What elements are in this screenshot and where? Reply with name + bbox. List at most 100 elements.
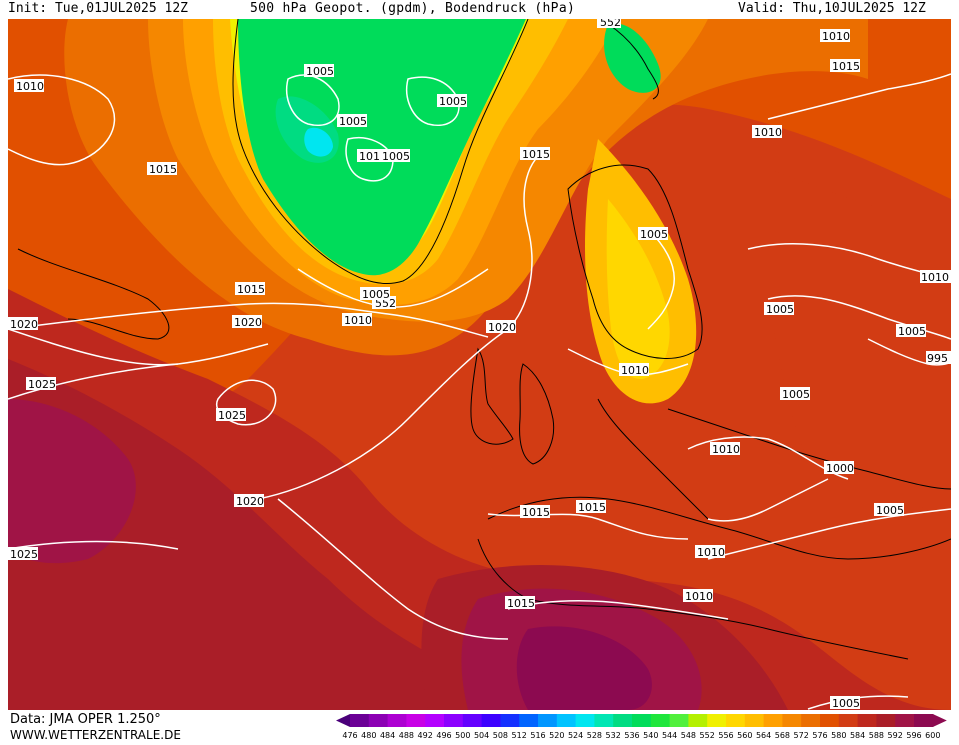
pressure-label: 1005 [832, 697, 860, 710]
legend-tick-label: 536 [624, 731, 639, 740]
pressure-label: 1010 [621, 364, 649, 377]
legend-swatch [820, 714, 840, 727]
legend-tick-label: 512 [512, 731, 527, 740]
pressure-label: 1020 [10, 318, 38, 331]
legend-swatch [632, 714, 652, 727]
east-band-580 [768, 169, 951, 519]
legend-tick-label: 548 [681, 731, 696, 740]
legend-tick-label: 520 [549, 731, 564, 740]
valid-time-label: Valid: Thu,10JUL2025 12Z [738, 1, 926, 16]
legend-tick-label: 476 [342, 731, 357, 740]
pressure-label: 1005 [439, 95, 467, 108]
map-title: 500 hPa Geopot. (gpdm), Bodendruck (hPa) [250, 1, 576, 16]
legend-swatch [650, 714, 671, 727]
legend-swatch [481, 714, 501, 727]
pressure-label: 1015 [237, 283, 265, 296]
legend-swatch [462, 714, 483, 727]
pressure-label: 1020 [236, 495, 264, 508]
pressure-label: 1010 [822, 30, 850, 43]
pressure-label: 995 [927, 352, 948, 365]
legend-swatch [669, 714, 689, 727]
legend-swatch [594, 714, 614, 727]
legend-swatch [387, 714, 407, 727]
pressure-label: 1015 [522, 506, 550, 519]
pressure-label: 1025 [218, 409, 246, 422]
height-label-text: 552 [600, 19, 621, 29]
band-544 [304, 127, 333, 157]
pressure-label: 1015 [507, 597, 535, 610]
legend-swatch [876, 714, 896, 727]
legend-swatch [744, 714, 765, 727]
pressure-label: 1000 [826, 462, 854, 475]
pressure-label: 1010 [754, 126, 782, 139]
legend-tick-label: 488 [399, 731, 414, 740]
pressure-label: 1015 [149, 163, 177, 176]
coastlines [17, 19, 951, 660]
band-588-west [8, 359, 488, 710]
legend-tick-label: 492 [418, 731, 433, 740]
legend-swatch [763, 714, 783, 727]
legend-swatch [801, 714, 821, 727]
legend-swatch [444, 714, 464, 727]
legend-swatch [688, 714, 708, 727]
legend-tick-label: 524 [568, 731, 583, 740]
band-552 [238, 19, 526, 276]
atlantic-band-592 [8, 399, 136, 564]
pressure-label: 1010 [16, 80, 44, 93]
legend-tick-label: 568 [775, 731, 790, 740]
legend-arrow-low [336, 714, 350, 727]
color-legend-bar: 476 480 484 488 492 496 500 504 508 512 516 520 524 5… [336, 714, 947, 740]
legend-tick-label: 600 [925, 731, 940, 740]
legend-swatch [707, 714, 727, 727]
pressure-label: 1010 [921, 271, 949, 284]
legend-tick-label: 496 [436, 731, 451, 740]
legend-tick-label: 584 [850, 731, 865, 740]
legend-swatch [575, 714, 595, 727]
pressure-labels: 1010 1005 1005 1005 1010 1005 1015 1015 … [8, 29, 951, 710]
height-label: 552 [597, 19, 621, 29]
legend-tick-label: 484 [380, 731, 395, 740]
legend-tick-label: 596 [906, 731, 921, 740]
legend-tick-label: 516 [530, 731, 545, 740]
legend-swatch [350, 714, 370, 727]
legend-tick-label: 504 [474, 731, 489, 740]
pressure-label: 1015 [832, 60, 860, 73]
legend-tick-label: 560 [737, 731, 752, 740]
barents-band-552 [604, 23, 661, 93]
pressure-label: 1025 [10, 548, 38, 561]
legend-swatch [726, 714, 746, 727]
pressure-label: 1005 [339, 115, 367, 128]
legend-swatch [406, 714, 426, 727]
legend-swatch [857, 714, 877, 727]
isobars [8, 73, 951, 710]
legend-swatch [538, 714, 558, 727]
pressure-label: 1015 [522, 148, 550, 161]
pressure-label: 1020 [234, 316, 262, 329]
pressure-label: 1010 [697, 546, 725, 559]
pressure-label: 1005 [362, 288, 390, 301]
legend-tick-label: 564 [756, 731, 771, 740]
map-footer: Data: JMA OPER 1.250° WWW.WETTERZENTRALE… [0, 710, 959, 742]
legend-swatch [519, 714, 539, 727]
legend-swatch [500, 714, 520, 727]
height-label-text: 552 [375, 297, 396, 310]
legend-tick-label: 572 [794, 731, 809, 740]
pressure-label: 1005 [782, 388, 810, 401]
legend-tick-label: 528 [587, 731, 602, 740]
legend-tick-label: 508 [493, 731, 508, 740]
legend-arrow-high [932, 714, 947, 727]
legend-swatch [368, 714, 389, 727]
pressure-label: 1005 [382, 150, 410, 163]
legend-swatch [914, 714, 934, 727]
legend-swatch [613, 714, 633, 727]
legend-tick-label: 540 [643, 731, 658, 740]
legend-swatch [838, 714, 859, 727]
pressure-label: 1015 [578, 501, 606, 514]
color-legend: 476 480 484 488 492 496 500 504 508 512 516 520 524 5… [336, 713, 958, 745]
weather-map-svg: 552 552 1010 1005 1005 1005 1010 1005 10… [8, 19, 951, 710]
pressure-label: 1005 [876, 504, 904, 517]
pressure-label: 1010 [685, 590, 713, 603]
pressure-label: 1010 [344, 314, 372, 327]
map-labels: 552 552 1010 1005 1005 1005 1010 1005 10… [8, 19, 951, 710]
legend-tick-label: 552 [700, 731, 715, 740]
